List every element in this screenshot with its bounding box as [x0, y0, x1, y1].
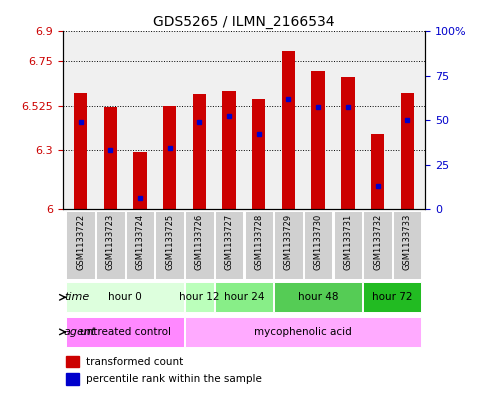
FancyBboxPatch shape [274, 282, 362, 312]
Text: transformed count: transformed count [86, 356, 184, 367]
Bar [371, 134, 384, 209]
Text: hour 72: hour 72 [372, 292, 412, 302]
Text: hour 48: hour 48 [298, 292, 339, 302]
FancyBboxPatch shape [215, 282, 273, 312]
FancyBboxPatch shape [185, 211, 213, 279]
Text: GSM1133733: GSM1133733 [403, 214, 412, 270]
Text: hour 0: hour 0 [108, 292, 142, 302]
Text: agent: agent [64, 327, 96, 337]
FancyBboxPatch shape [66, 282, 184, 312]
FancyBboxPatch shape [96, 211, 125, 279]
Text: GSM1133727: GSM1133727 [225, 214, 234, 270]
FancyBboxPatch shape [66, 317, 184, 347]
Text: GSM1133723: GSM1133723 [106, 214, 115, 270]
Text: percentile rank within the sample: percentile rank within the sample [86, 374, 262, 384]
FancyBboxPatch shape [185, 282, 213, 312]
Text: GSM1133729: GSM1133729 [284, 214, 293, 270]
FancyBboxPatch shape [244, 211, 273, 279]
FancyBboxPatch shape [156, 211, 184, 279]
FancyBboxPatch shape [334, 211, 362, 279]
Text: untreated control: untreated control [80, 327, 170, 337]
Text: GSM1133722: GSM1133722 [76, 214, 85, 270]
FancyBboxPatch shape [304, 211, 332, 279]
Text: GSM1133731: GSM1133731 [343, 214, 352, 270]
Bar [341, 77, 355, 209]
Bar [222, 91, 236, 209]
Text: GSM1133732: GSM1133732 [373, 214, 382, 270]
Text: GSM1133728: GSM1133728 [254, 214, 263, 270]
Bar [67, 356, 79, 367]
Text: hour 12: hour 12 [179, 292, 220, 302]
FancyBboxPatch shape [363, 211, 392, 279]
Bar [67, 373, 79, 385]
FancyBboxPatch shape [393, 211, 422, 279]
Text: hour 24: hour 24 [224, 292, 264, 302]
Bar [104, 107, 117, 209]
Text: GSM1133725: GSM1133725 [165, 214, 174, 270]
Bar [252, 99, 266, 209]
FancyBboxPatch shape [363, 282, 422, 312]
Bar [400, 93, 414, 209]
Bar [312, 71, 325, 209]
Bar [133, 152, 147, 209]
FancyBboxPatch shape [274, 211, 303, 279]
Bar [282, 51, 295, 209]
Text: GSM1133730: GSM1133730 [313, 214, 323, 270]
FancyBboxPatch shape [215, 211, 243, 279]
Text: time: time [64, 292, 89, 302]
Bar [193, 94, 206, 209]
Text: mycophenolic acid: mycophenolic acid [255, 327, 352, 337]
Text: GSM1133724: GSM1133724 [136, 214, 144, 270]
FancyBboxPatch shape [185, 317, 422, 347]
Title: GDS5265 / ILMN_2166534: GDS5265 / ILMN_2166534 [153, 15, 335, 29]
Bar [163, 106, 176, 209]
Text: GSM1133726: GSM1133726 [195, 214, 204, 270]
FancyBboxPatch shape [126, 211, 154, 279]
FancyBboxPatch shape [66, 211, 95, 279]
Bar [74, 93, 87, 209]
